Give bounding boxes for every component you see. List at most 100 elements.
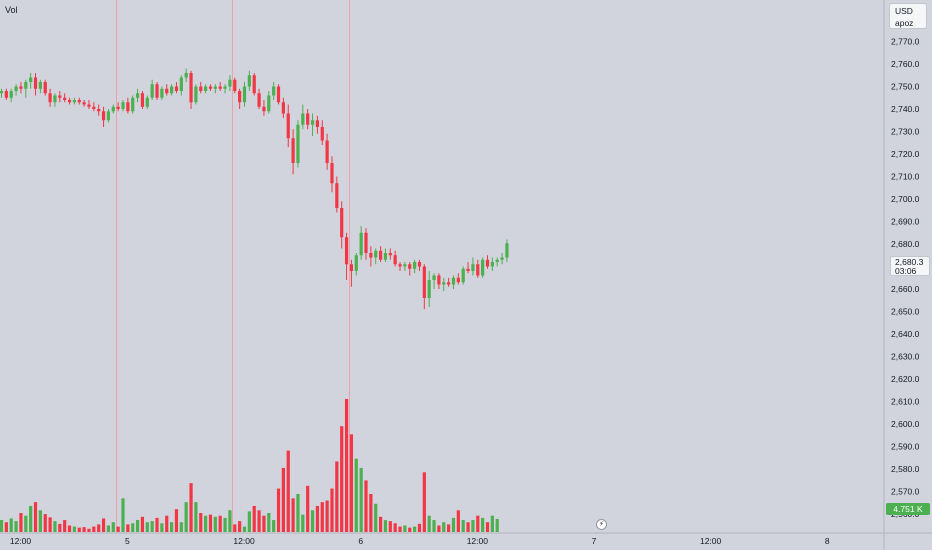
candle-body (150, 84, 154, 98)
volume-indicator-label[interactable]: Vol (5, 5, 18, 15)
time-tick-label: 8 (825, 536, 830, 546)
candle-body (296, 124, 300, 163)
volume-bar (179, 522, 183, 532)
candle-body (301, 113, 305, 125)
candle-body (276, 86, 281, 103)
candle-body (354, 255, 358, 271)
candle-body (4, 91, 8, 98)
candle-body (92, 106, 96, 109)
candle-body (0, 91, 4, 94)
candle-body (257, 93, 261, 107)
candle-body (160, 88, 164, 98)
volume-bar (116, 526, 120, 532)
currency-unit-box[interactable]: USD apoz (889, 3, 927, 29)
candle-body (97, 109, 101, 112)
volume-bar (349, 434, 354, 532)
volume-bar (422, 472, 426, 532)
volume-bar (398, 526, 402, 532)
volume-bar (140, 516, 145, 532)
price-axis-labels: 2,780.02,770.02,760.02,750.02,740.02,730… (891, 14, 920, 519)
volume-bar (82, 527, 86, 532)
candle-body (272, 86, 276, 96)
last-volume-tag: 4.751 K (886, 503, 930, 515)
scale-mode-label: apoz (895, 18, 914, 28)
time-tick-label: 6 (358, 536, 363, 546)
price-tick-label: 2,760.0 (891, 59, 920, 69)
candle-body (267, 95, 271, 112)
time-tick-label: 7 (592, 536, 597, 546)
volume-bar (267, 513, 271, 532)
candle-body (476, 264, 480, 276)
candle-body (170, 86, 174, 94)
volume-bar (461, 520, 465, 532)
candle-body (194, 86, 198, 103)
candle-body (87, 104, 91, 107)
volume-bar (364, 480, 368, 532)
volume-bar (485, 522, 490, 532)
candle-body (422, 266, 426, 298)
price-tick-label: 2,750.0 (891, 82, 920, 92)
candle-body (490, 262, 494, 267)
candle-body (485, 259, 490, 267)
time-tick-label: 12:00 (700, 536, 722, 546)
price-tick-label: 2,620.0 (891, 374, 920, 384)
candle-body (116, 106, 120, 109)
candle-body (208, 86, 213, 89)
price-tick-label: 2,720.0 (891, 149, 920, 159)
candle-body (442, 282, 446, 285)
volume-bar (150, 521, 154, 532)
price-tick-label: 2,710.0 (891, 172, 920, 182)
lightning-icon[interactable]: ⚡ (596, 519, 607, 530)
price-tick-label: 2,610.0 (891, 397, 920, 407)
volume-bar (0, 520, 4, 532)
volume-bar (286, 450, 290, 532)
volume-bar (145, 522, 149, 532)
candle-body (378, 250, 383, 260)
price-tick-label: 2,570.0 (891, 487, 920, 497)
volume-bar (335, 461, 339, 532)
candle-body (126, 102, 130, 112)
candle-body (101, 111, 106, 121)
candle-body (48, 93, 52, 103)
candle-body (24, 82, 28, 89)
volume-bar (4, 522, 8, 532)
volume-bar (213, 516, 217, 532)
volume-bar (67, 525, 72, 532)
candle-body (315, 120, 319, 127)
candle-body (213, 86, 217, 89)
candle-body (38, 82, 42, 89)
volume-bar (58, 523, 62, 532)
volume-bar (408, 527, 412, 532)
candle-body (184, 73, 188, 78)
candle-body (155, 84, 159, 98)
candle-body (77, 100, 81, 103)
volume-bar (354, 458, 358, 532)
volume-bar (208, 514, 213, 532)
volume-bar (19, 513, 23, 532)
volume-bar (92, 526, 96, 532)
last-price-tag: 2,680.3 03:06 (890, 256, 930, 276)
volume-bar (359, 467, 363, 532)
price-tick-label: 2,650.0 (891, 307, 920, 317)
volume-bars (0, 399, 499, 532)
volume-bar (223, 517, 227, 532)
candle-body (67, 100, 72, 103)
candle-body (408, 264, 412, 269)
volume-bar (101, 518, 106, 532)
volume-bar (87, 528, 91, 532)
volume-bar (393, 523, 397, 532)
price-tick-label: 2,680.0 (891, 239, 920, 249)
volume-bar (427, 515, 431, 532)
candle-body (461, 268, 465, 283)
volume-bar (14, 521, 18, 532)
volume-bar (33, 502, 38, 532)
volume-bar (48, 517, 52, 532)
candle-body (111, 106, 115, 112)
volume-bar (247, 511, 251, 532)
time-tick-label: 12:00 (10, 536, 32, 546)
volume-bar (281, 467, 285, 532)
volume-bar (174, 509, 179, 532)
candle-body (218, 86, 222, 89)
